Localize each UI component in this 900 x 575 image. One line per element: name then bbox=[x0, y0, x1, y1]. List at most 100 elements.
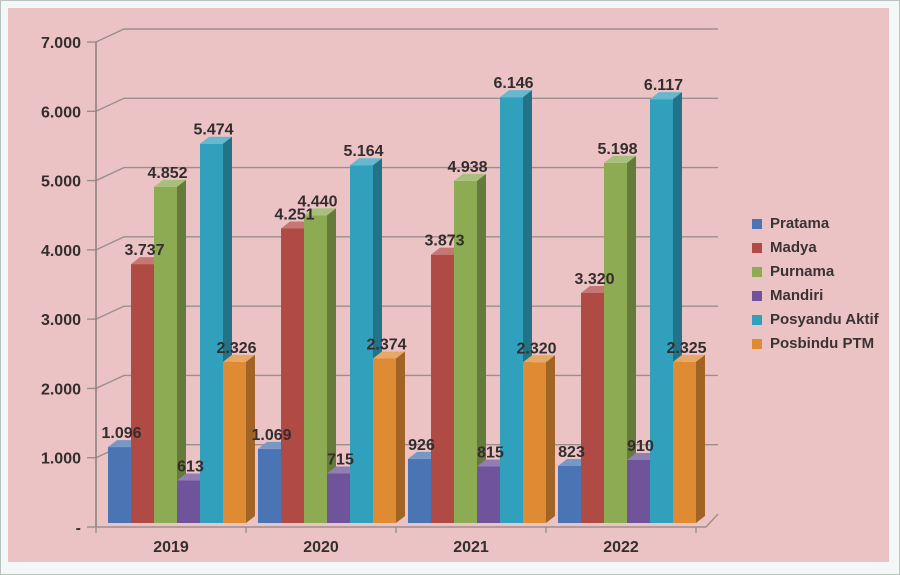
bar-front-face bbox=[604, 162, 627, 524]
y-axis-label: 1.000 bbox=[41, 451, 81, 468]
bar-posbindu-ptm-2019 bbox=[223, 354, 255, 523]
bar-front-face bbox=[281, 228, 304, 523]
bar-front-face bbox=[581, 292, 604, 523]
bar-top-face bbox=[223, 354, 255, 362]
x-axis-label-2021: 2021 bbox=[453, 539, 489, 556]
bar-front-face bbox=[131, 264, 154, 523]
bar-top-face bbox=[350, 158, 382, 166]
bar-side-face bbox=[546, 355, 555, 523]
bar-top-face bbox=[500, 90, 532, 98]
bar-side-face bbox=[396, 351, 405, 523]
bar-front-face bbox=[223, 361, 246, 523]
value-label-madya-2021: 3.873 bbox=[424, 233, 464, 250]
bar-front-face bbox=[523, 362, 546, 523]
legend-item-madya: Madya bbox=[752, 239, 879, 256]
value-label-mandiri-2022: 910 bbox=[627, 438, 654, 455]
bar-top-face bbox=[454, 173, 486, 181]
y-axis-label: - bbox=[76, 520, 81, 537]
legend: Pratama Madya Purnama Mandiri Posyandu Aktif… bbox=[752, 215, 879, 352]
value-label-posbindu-ptm-2021: 2.320 bbox=[516, 340, 556, 357]
bar-front-face bbox=[177, 480, 200, 523]
bars bbox=[108, 90, 705, 524]
legend-item-posbindu-ptm: Posbindu PTM bbox=[752, 335, 879, 352]
value-label-purnama-2021: 4.938 bbox=[447, 159, 487, 176]
bar-side-face bbox=[177, 179, 186, 523]
bar-top-face bbox=[650, 92, 682, 100]
bar-front-face bbox=[408, 458, 431, 523]
bar-front-face bbox=[558, 465, 581, 523]
value-label-posbindu-ptm-2019: 2.326 bbox=[216, 340, 256, 357]
bar-front-face bbox=[327, 473, 350, 523]
x-axis-labels: 2019 2020 2021 2022 bbox=[153, 539, 639, 556]
y-axis-labels: 7.000 6.000 5.000 4.000 3.000 2.000 1.000 - bbox=[41, 35, 81, 537]
legend-item-mandiri: Mandiri bbox=[752, 287, 879, 304]
legend-swatch-icon bbox=[752, 290, 762, 301]
legend-label: Mandiri bbox=[770, 287, 824, 304]
value-label-pratama-2019: 1.096 bbox=[101, 425, 141, 442]
x-axis-label-2020: 2020 bbox=[303, 539, 339, 556]
bar-purnama-2022 bbox=[604, 155, 636, 524]
legend-label: Posbindu PTM bbox=[770, 335, 875, 352]
bar-front-face bbox=[454, 180, 477, 524]
y-axis-label: 7.000 bbox=[41, 35, 81, 52]
value-label-mandiri-2021: 815 bbox=[477, 445, 504, 462]
value-label-posyandu-aktif-2019: 5.474 bbox=[193, 122, 233, 139]
legend-swatch-icon bbox=[752, 266, 762, 277]
bar-posbindu-ptm-2020 bbox=[373, 351, 405, 523]
bar-front-face bbox=[673, 361, 696, 523]
value-label-pratama-2020: 1.069 bbox=[251, 427, 291, 444]
bar-front-face bbox=[108, 447, 131, 523]
value-label-posyandu-aktif-2021: 6.146 bbox=[493, 75, 533, 92]
value-label-pratama-2022: 823 bbox=[558, 444, 585, 461]
value-label-madya-2020: 4.251 bbox=[274, 206, 314, 223]
legend-label: Madya bbox=[770, 239, 817, 256]
value-label-mandiri-2020: 715 bbox=[327, 451, 354, 468]
legend-swatch-icon bbox=[752, 314, 762, 325]
bar-front-face bbox=[431, 254, 454, 523]
value-label-pratama-2021: 926 bbox=[408, 437, 435, 454]
bar-front-face bbox=[154, 186, 177, 523]
bar-front-face bbox=[200, 143, 223, 524]
floor-edge bbox=[96, 513, 719, 528]
bar-top-face bbox=[604, 155, 636, 163]
bar-side-face bbox=[696, 354, 705, 523]
value-label-madya-2022: 3.320 bbox=[574, 271, 614, 288]
value-label-posyandu-aktif-2022: 6.117 bbox=[644, 77, 683, 94]
bar-side-face bbox=[477, 173, 486, 524]
y-axis-label: 3.000 bbox=[41, 312, 81, 329]
value-label-purnama-2019: 4.852 bbox=[147, 165, 187, 182]
value-label-posbindu-ptm-2022: 2.325 bbox=[666, 340, 706, 357]
bar-front-face bbox=[373, 358, 396, 523]
bar-side-face bbox=[627, 155, 636, 524]
value-label-purnama-2020: 4.440 bbox=[297, 193, 337, 210]
bar-side-face bbox=[327, 208, 336, 523]
legend-label: Pratama bbox=[770, 215, 830, 232]
bar-purnama-2019 bbox=[154, 179, 186, 523]
bar-top-face bbox=[523, 355, 555, 363]
bar-front-face bbox=[500, 97, 523, 524]
value-label-madya-2019: 3.737 bbox=[124, 242, 164, 259]
legend-swatch-icon bbox=[752, 338, 762, 349]
bar-top-face bbox=[200, 136, 232, 144]
bar-side-face bbox=[246, 354, 255, 523]
y-axis-label: 5.000 bbox=[41, 174, 81, 191]
legend-label: Purnama bbox=[770, 263, 835, 280]
y-axis-label: 2.000 bbox=[41, 381, 81, 398]
bar-top-face bbox=[373, 351, 405, 359]
legend-swatch-icon bbox=[752, 242, 762, 253]
bar-top-face bbox=[154, 179, 186, 187]
bar-front-face bbox=[304, 215, 327, 523]
x-axis-label-2022: 2022 bbox=[603, 539, 639, 556]
legend-swatch-icon bbox=[752, 218, 762, 229]
value-label-purnama-2022: 5.198 bbox=[597, 141, 637, 158]
bar-front-face bbox=[477, 466, 500, 523]
legend-item-purnama: Purnama bbox=[752, 263, 879, 280]
gridline bbox=[95, 28, 718, 43]
x-axis-label-2019: 2019 bbox=[153, 539, 189, 556]
legend-label: Posyandu Aktif bbox=[770, 311, 879, 328]
bar-top-face bbox=[304, 208, 336, 216]
bar-posbindu-ptm-2021 bbox=[523, 355, 555, 523]
y-axis-label: 4.000 bbox=[41, 243, 81, 260]
bar-purnama-2020 bbox=[304, 208, 336, 523]
